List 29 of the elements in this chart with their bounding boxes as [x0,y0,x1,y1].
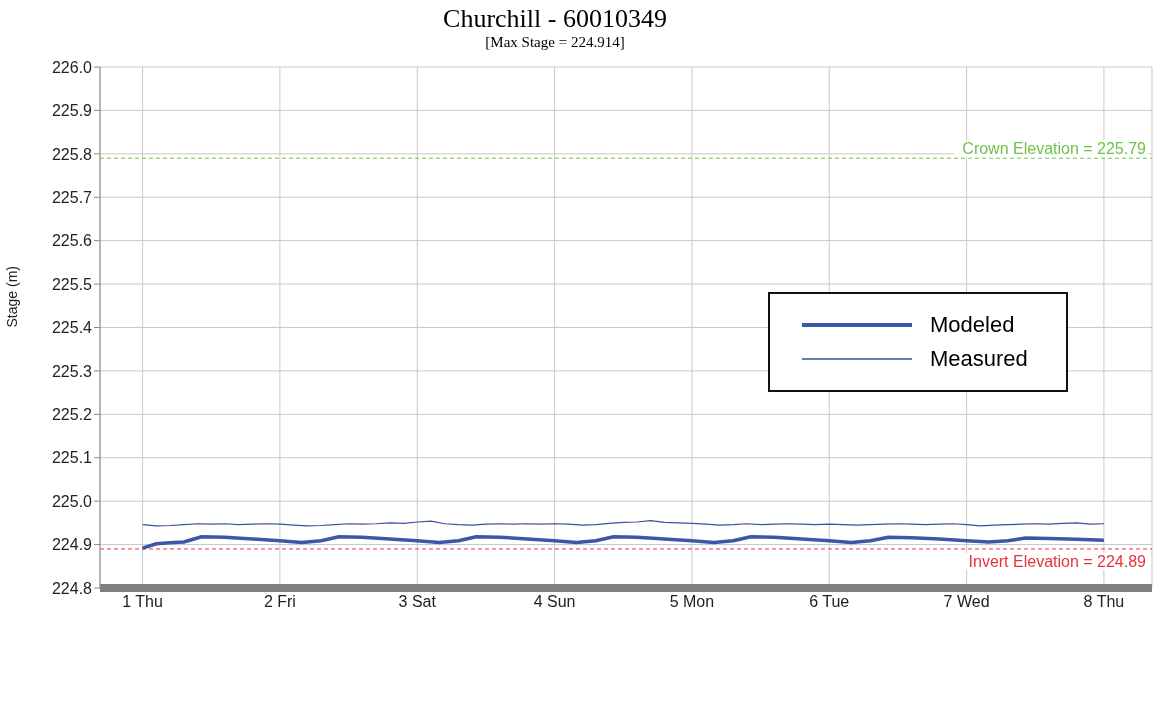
x-tick-label: 7 Wed [943,593,990,611]
ref-line-label: Crown Elevation = 225.79 [962,140,1147,158]
y-tick-label: 225.7 [51,188,93,206]
y-tick-label: 225.0 [51,492,93,510]
x-tick-label: 4 Sun [533,593,576,611]
y-tick-label: 225.8 [51,145,93,163]
x-tick-label: 8 Thu [1083,593,1125,611]
y-tick-label: 225.6 [51,232,93,250]
y-tick-label: 225.2 [51,406,93,424]
legend-label: Measured [930,346,1028,372]
y-axis-title: Stage (m) [3,266,20,328]
line-series [140,535,1106,550]
x-tick-label: 1 Thu [122,593,163,611]
x-tick-label: 2 Fri [263,593,296,611]
y-tick-label: 225.5 [51,275,93,293]
x-tick-label: 3 Sat [398,593,437,611]
x-tick-label: 5 Mon [669,593,715,611]
chart-subtitle: [Max Stage = 224.914] [484,34,626,51]
y-tick-label: 225.9 [51,102,93,120]
y-tick-label: 225.1 [51,449,93,467]
y-tick-label: 224.9 [51,536,93,554]
y-tick-label: 225.4 [51,319,93,337]
y-tick-label: 224.8 [51,579,93,597]
ref-line-label: Invert Elevation = 224.89 [968,552,1147,570]
legend-label: Modeled [930,312,1015,338]
x-tick-label: 6 Tue [809,593,850,611]
y-tick-label: 226.0 [51,58,93,76]
chart-title: Churchill - 60010349 [442,4,668,34]
y-tick-label: 225.3 [51,362,93,380]
